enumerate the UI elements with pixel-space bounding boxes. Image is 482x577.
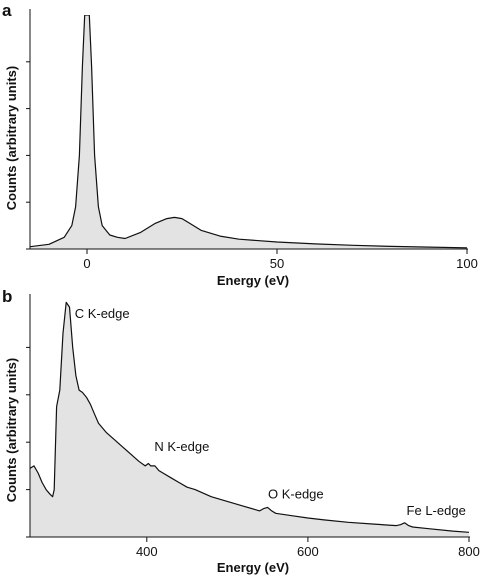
- panel-b-annotation: N K-edge: [154, 439, 209, 454]
- panel-b-series-area: [30, 302, 469, 537]
- panel-b-annotation: C K-edge: [75, 306, 130, 321]
- panel-b-xlabel: Energy (eV): [217, 560, 289, 575]
- panel-b-letter: b: [2, 287, 12, 306]
- panel-a-x-tick-label: 0: [83, 256, 90, 271]
- panel-a-ylabel: Counts (arbitrary units): [4, 66, 19, 210]
- panel-a-series-line: [30, 15, 468, 249]
- panel-b-x-tick-label: 800: [458, 544, 480, 559]
- panel-b: b 400 600 800 C K-edge N K-edge O K-edge Fe L-…: [2, 287, 480, 575]
- panel-a: a 0 50 100 Counts (arbitrary units) Energy…: [2, 1, 478, 288]
- panel-b-annotation: Fe L-edge: [407, 503, 466, 518]
- panel-a-plot-area: 0 50 100: [26, 9, 478, 271]
- panel-b-series-line: [30, 301, 470, 533]
- panel-a-xlabel: Energy (eV): [217, 273, 289, 288]
- panel-a-x-tick-label: 50: [270, 256, 284, 271]
- panel-a-letter: a: [2, 1, 12, 20]
- panel-a-series-area: [30, 15, 467, 249]
- panel-b-ylabel: Counts (arbitrary units): [4, 358, 19, 502]
- panel-b-plot-area: 400 600 800 C K-edge N K-edge O K-edge Fe L-ed…: [26, 294, 480, 559]
- panel-b-x-tick-label: 600: [297, 544, 319, 559]
- panel-a-x-tick-label: 100: [456, 256, 478, 271]
- panel-b-x-tick-label: 400: [136, 544, 158, 559]
- panel-b-annotation: O K-edge: [268, 486, 324, 501]
